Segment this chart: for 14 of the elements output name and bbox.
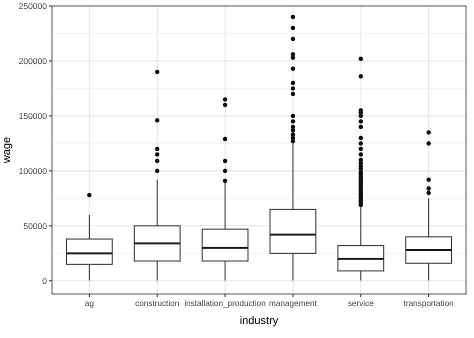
y-tick-label: 50000 [23, 220, 48, 231]
y-tick-label: 150000 [18, 110, 48, 121]
x-tick-label: installation_production [184, 299, 266, 308]
x-tick-label: ag [84, 299, 94, 308]
y-tick-label: 0 [42, 276, 48, 286]
x-tick-label: construction [135, 299, 180, 308]
x-tick-label: management [269, 299, 318, 308]
y-tick-label: 200000 [18, 56, 48, 66]
x-tick-label: service [348, 299, 374, 308]
y-tick-label: 250000 [18, 0, 48, 11]
y-tick-label: 100000 [18, 166, 48, 176]
x-axis-title: industry [240, 315, 279, 327]
y-axis-title: wage [1, 136, 13, 164]
x-tick-label: transportation [404, 299, 454, 308]
